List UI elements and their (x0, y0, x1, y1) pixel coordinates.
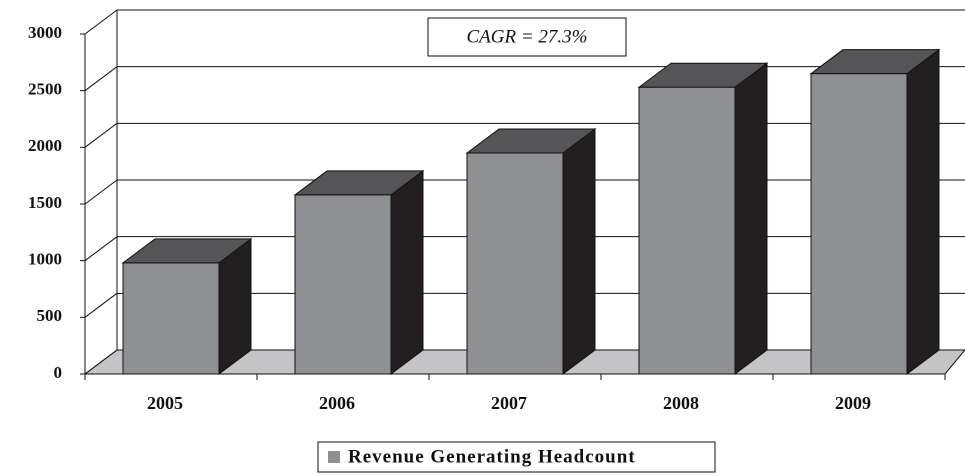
bar-side (906, 48, 940, 375)
x-tick-label: 2007 (491, 393, 527, 413)
grid-line-side (84, 236, 118, 262)
x-tick-label: 2005 (147, 393, 183, 413)
annotation: CAGR = 27.3% (466, 26, 587, 47)
x-tick-label: 2006 (319, 393, 355, 413)
y-tick-label: 3000 (28, 23, 62, 42)
bar (810, 73, 908, 375)
y-tick-label: 1500 (28, 193, 62, 212)
bar (122, 262, 220, 375)
bar-side (562, 128, 596, 375)
grid-line-side (84, 9, 118, 35)
bar (466, 152, 564, 375)
y-tick-label: 0 (54, 363, 63, 382)
grid-line-side (84, 179, 118, 205)
y-tick-label: 1000 (28, 250, 62, 269)
bar (294, 194, 392, 375)
grid-line-side (84, 349, 118, 375)
bar-side (734, 62, 768, 375)
annotation-box (427, 17, 627, 57)
legend-label: Revenue Generating Headcount (348, 446, 636, 467)
bar (638, 86, 736, 375)
y-tick-label: 2500 (28, 80, 62, 99)
x-tick-label: 2008 (663, 393, 699, 413)
legend-swatch (328, 451, 340, 463)
grid-line-side (84, 66, 118, 92)
grid-line-side (84, 292, 118, 318)
y-tick-label: 500 (37, 306, 63, 325)
y-tick-label: 2000 (28, 136, 62, 155)
bar-side (390, 169, 424, 375)
x-tick-label: 2009 (835, 393, 871, 413)
legend-box (317, 441, 716, 473)
grid-line-side (84, 122, 118, 148)
